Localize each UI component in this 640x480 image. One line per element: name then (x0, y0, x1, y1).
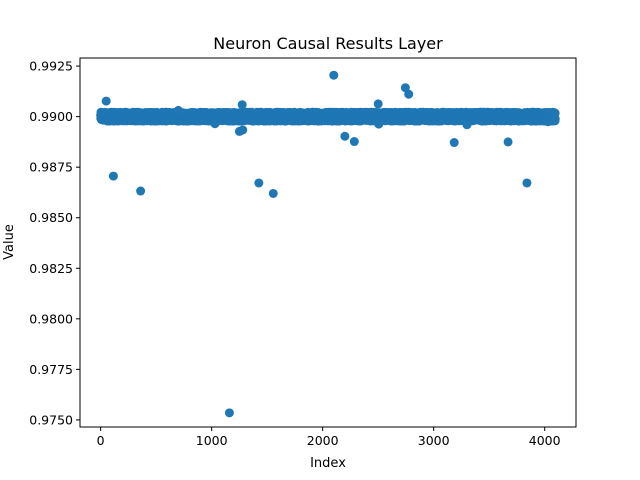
data-point-outlier (340, 131, 350, 141)
x-axis-label: Index (310, 456, 346, 471)
data-point-outlier (503, 137, 513, 147)
data-point-outlier (373, 99, 383, 109)
data-point-outlier (462, 120, 472, 130)
data-point-outlier (522, 178, 532, 188)
y-tick-label: 0.9900 (29, 109, 73, 124)
data-marks (96, 70, 560, 418)
data-point-outlier (136, 186, 146, 196)
y-tick-label: 0.9825 (29, 261, 73, 276)
data-point-outlier (254, 178, 264, 188)
data-point-outlier (329, 70, 339, 80)
data-point-outlier (101, 96, 111, 106)
y-axis-ticks: 0.9750 0.9775 0.9800 0.9825 0.9850 0.9875 0.99… (29, 59, 80, 427)
data-point-outlier (238, 125, 248, 135)
x-tick-label: 4000 (529, 433, 561, 448)
data-point-outlier (349, 137, 359, 147)
y-tick-label: 0.9750 (29, 412, 73, 427)
data-point-outlier (108, 171, 118, 181)
y-tick-label: 0.9850 (29, 210, 73, 225)
data-point-outlier (543, 117, 553, 127)
data-point-outlier (374, 119, 384, 129)
data-point-outlier (224, 408, 234, 418)
plot-area-frame (79, 57, 577, 428)
y-axis-label: Value (2, 224, 17, 260)
data-point (550, 114, 560, 124)
x-tick-label: 0 (97, 433, 105, 448)
x-axis-ticks: 0 1000 2000 3000 4000 (97, 427, 561, 448)
data-point-outlier (210, 119, 220, 129)
data-point-outlier (237, 100, 247, 110)
data-point-outlier (173, 105, 183, 115)
y-tick-label: 0.9775 (29, 362, 73, 377)
data-point-outlier (449, 138, 459, 148)
x-tick-label: 1000 (196, 433, 228, 448)
y-tick-label: 0.9800 (29, 311, 73, 326)
x-tick-label: 2000 (307, 433, 339, 448)
data-point-outlier (404, 89, 414, 99)
x-tick-label: 3000 (418, 433, 450, 448)
y-tick-label: 0.9875 (29, 160, 73, 175)
data-point-outlier (268, 188, 278, 198)
chart-title: Neuron Causal Results Layer (213, 34, 443, 53)
y-tick-label: 0.9925 (29, 59, 73, 74)
